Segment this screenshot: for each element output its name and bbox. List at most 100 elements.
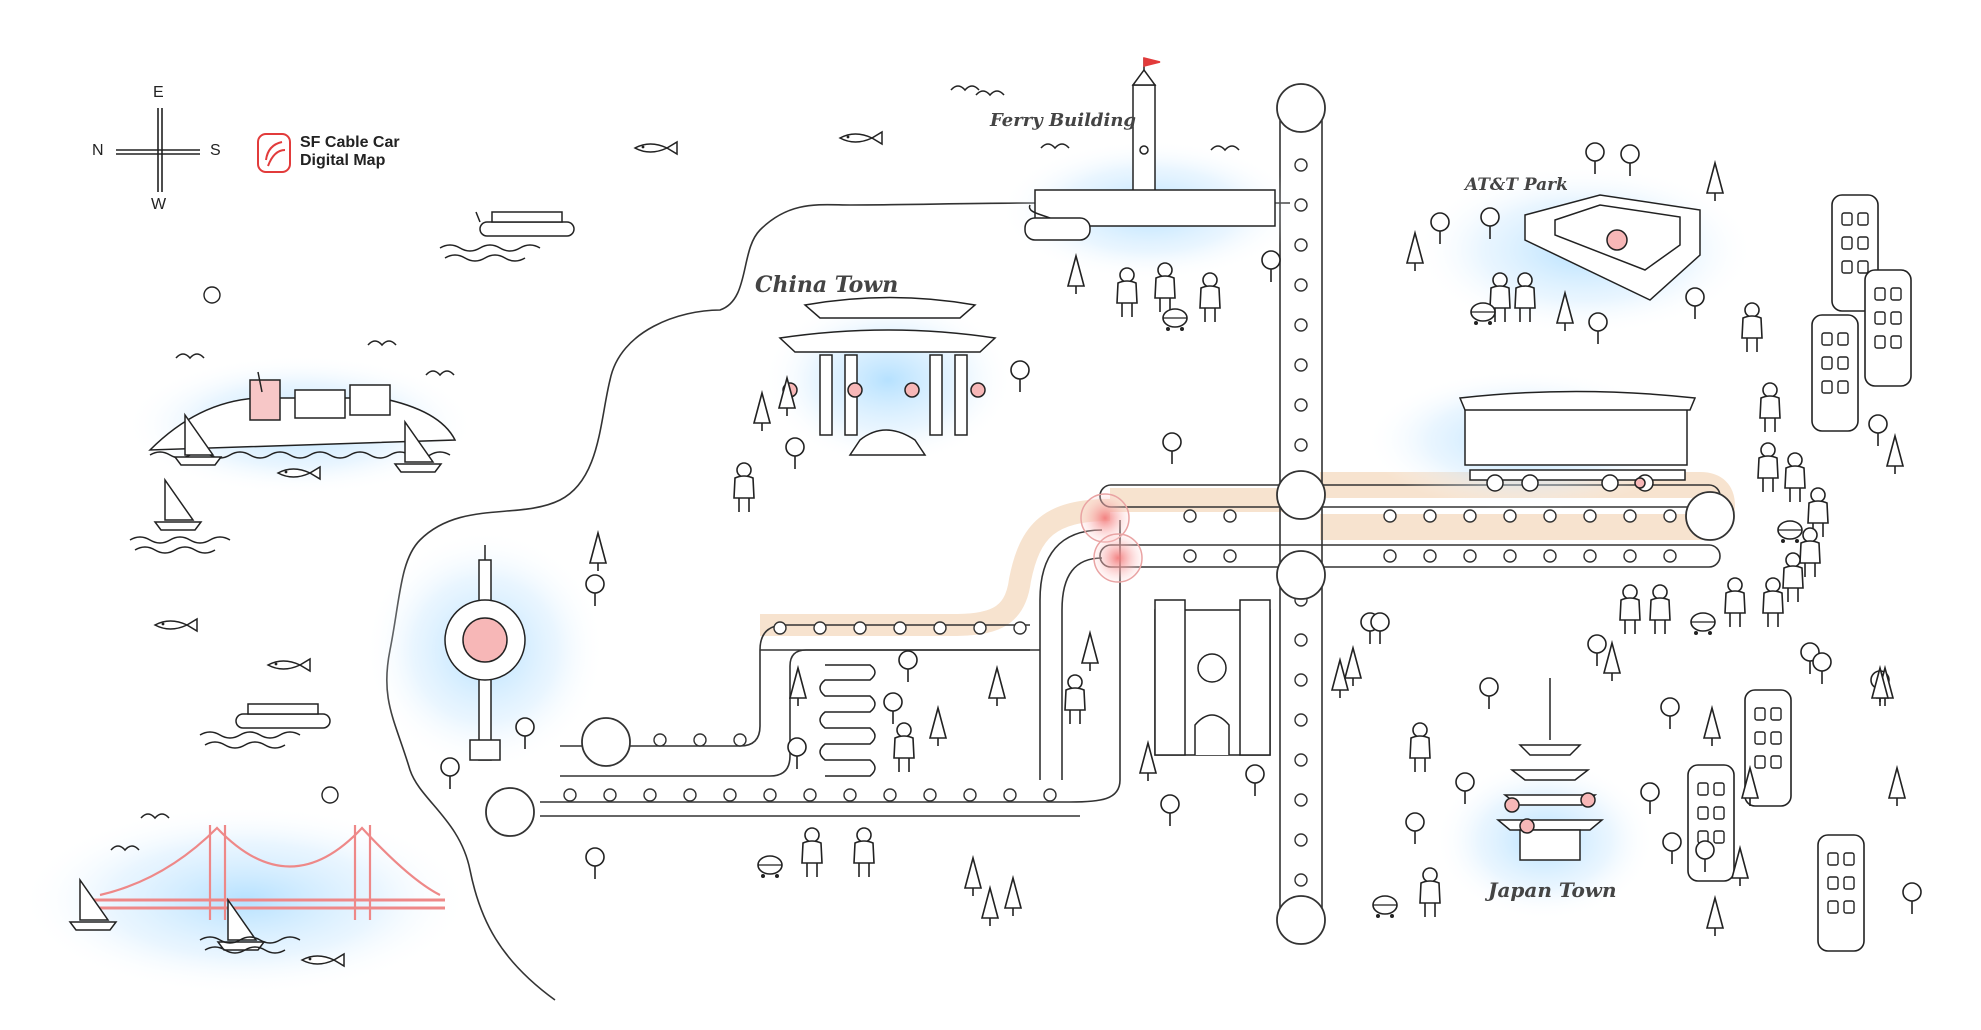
ferry-building[interactable]: [1024, 57, 1276, 241]
fish-icon: [839, 131, 883, 145]
person-icon: [1782, 552, 1804, 603]
active-stops[interactable]: [1080, 493, 1143, 583]
compass-north-label: N: [92, 142, 104, 159]
tree-icon: [1660, 697, 1680, 730]
pine-tree-icon: [1603, 642, 1621, 682]
person-icon: [1757, 442, 1779, 493]
tree-icon: [787, 737, 807, 770]
att-park-stadium[interactable]: [1524, 194, 1701, 301]
person-icon: [733, 462, 755, 513]
tree-icon: [1587, 634, 1607, 667]
person-icon: [1154, 262, 1176, 313]
person-icon: [1116, 267, 1138, 318]
bird-icon: [1040, 143, 1070, 149]
person-icon: [853, 827, 875, 878]
person-icon: [1759, 382, 1781, 433]
suitcase-icon: [757, 855, 783, 879]
brand-line-2: Digital Map: [300, 152, 386, 169]
tree-icon: [898, 650, 918, 683]
tree-icon: [1370, 612, 1390, 645]
coastline: [385, 202, 1290, 1001]
label-japan-town[interactable]: Japan Town: [1488, 878, 1617, 902]
person-icon: [1409, 722, 1431, 773]
pine-tree-icon: [789, 667, 807, 707]
bird-icon: [425, 370, 455, 376]
ferry-boat: [475, 211, 575, 237]
label-ferry-building[interactable]: Ferry Building: [990, 110, 1137, 131]
brand-line-1: SF Cable Car: [300, 134, 400, 151]
pine-tree-icon: [1706, 897, 1724, 937]
fish-icon: [154, 618, 198, 632]
china-town-gate[interactable]: [778, 296, 997, 456]
tree-icon: [1160, 794, 1180, 827]
sun-icon: [203, 286, 339, 804]
building-icon: [1811, 314, 1859, 432]
person-icon: [893, 722, 915, 773]
pine-tree-icon: [1139, 742, 1157, 782]
pine-tree-icon: [1888, 767, 1906, 807]
building-icon: [1687, 764, 1735, 882]
brand-title[interactable]: SF Cable Car Digital Map: [300, 134, 400, 170]
lombard-street[interactable]: [819, 664, 876, 777]
tree-icon: [1662, 832, 1682, 865]
fish-icon: [634, 141, 678, 155]
ferry-boat: [235, 703, 331, 729]
person-icon: [1741, 302, 1763, 353]
tree-icon: [1588, 312, 1608, 345]
person-icon: [1724, 577, 1746, 628]
pine-tree-icon: [988, 667, 1006, 707]
tree-icon: [1162, 432, 1182, 465]
tree-icon: [440, 757, 460, 790]
person-icon: [1799, 527, 1821, 578]
cable-car[interactable]: [1458, 390, 1697, 492]
building-icon: [1817, 834, 1865, 952]
alcatraz-island[interactable]: [148, 371, 457, 459]
tree-icon: [1405, 812, 1425, 845]
route-terminals[interactable]: [485, 83, 1735, 945]
golden-gate-bridge[interactable]: [90, 825, 445, 920]
pine-tree-icon: [1004, 877, 1022, 917]
pine-tree-icon: [981, 887, 999, 927]
person-icon: [1784, 452, 1806, 503]
japan-town-pagoda[interactable]: [1495, 678, 1605, 861]
suitcase-icon: [1690, 612, 1716, 636]
bird-icon: [175, 353, 205, 359]
waves-icon: [439, 244, 541, 262]
person-icon: [801, 827, 823, 878]
label-att-park[interactable]: AT&T Park: [1465, 175, 1568, 195]
suitcase-icon: [1470, 302, 1496, 326]
tree-icon: [1010, 360, 1030, 393]
tree-icon: [1479, 677, 1499, 710]
suitcase-icon: [1777, 520, 1803, 544]
tree-icon: [585, 847, 605, 880]
person-icon: [1199, 272, 1221, 323]
compass-east-label: E: [153, 84, 164, 101]
waves-icon: [129, 536, 231, 554]
cathedral[interactable]: [1154, 599, 1271, 756]
sailboat-icon: [154, 479, 202, 531]
fish-icon: [267, 658, 311, 672]
pine-tree-icon: [964, 857, 982, 897]
tree-icon: [1868, 414, 1888, 447]
tree-icon: [1812, 652, 1832, 685]
brand-logo-icon: [257, 133, 291, 173]
tree-icon: [785, 437, 805, 470]
pine-tree-icon: [1081, 632, 1099, 672]
tree-icon: [1261, 250, 1281, 283]
label-china-town[interactable]: China Town: [755, 272, 899, 298]
compass-south-label: S: [210, 142, 221, 159]
pier-39-tower[interactable]: [444, 545, 526, 761]
tree-icon: [1245, 764, 1265, 797]
pine-tree-icon: [589, 532, 607, 572]
person-icon: [1649, 584, 1671, 635]
pine-tree-icon: [1703, 707, 1721, 747]
waves-icon: [199, 731, 301, 749]
person-icon: [1762, 577, 1784, 628]
pine-tree-icon: [1886, 435, 1904, 475]
person-icon: [1064, 674, 1086, 725]
tree-icon: [1902, 882, 1922, 915]
pine-tree-icon: [1344, 647, 1362, 687]
compass-west-label: W: [151, 196, 167, 213]
suitcase-icon: [1372, 895, 1398, 919]
